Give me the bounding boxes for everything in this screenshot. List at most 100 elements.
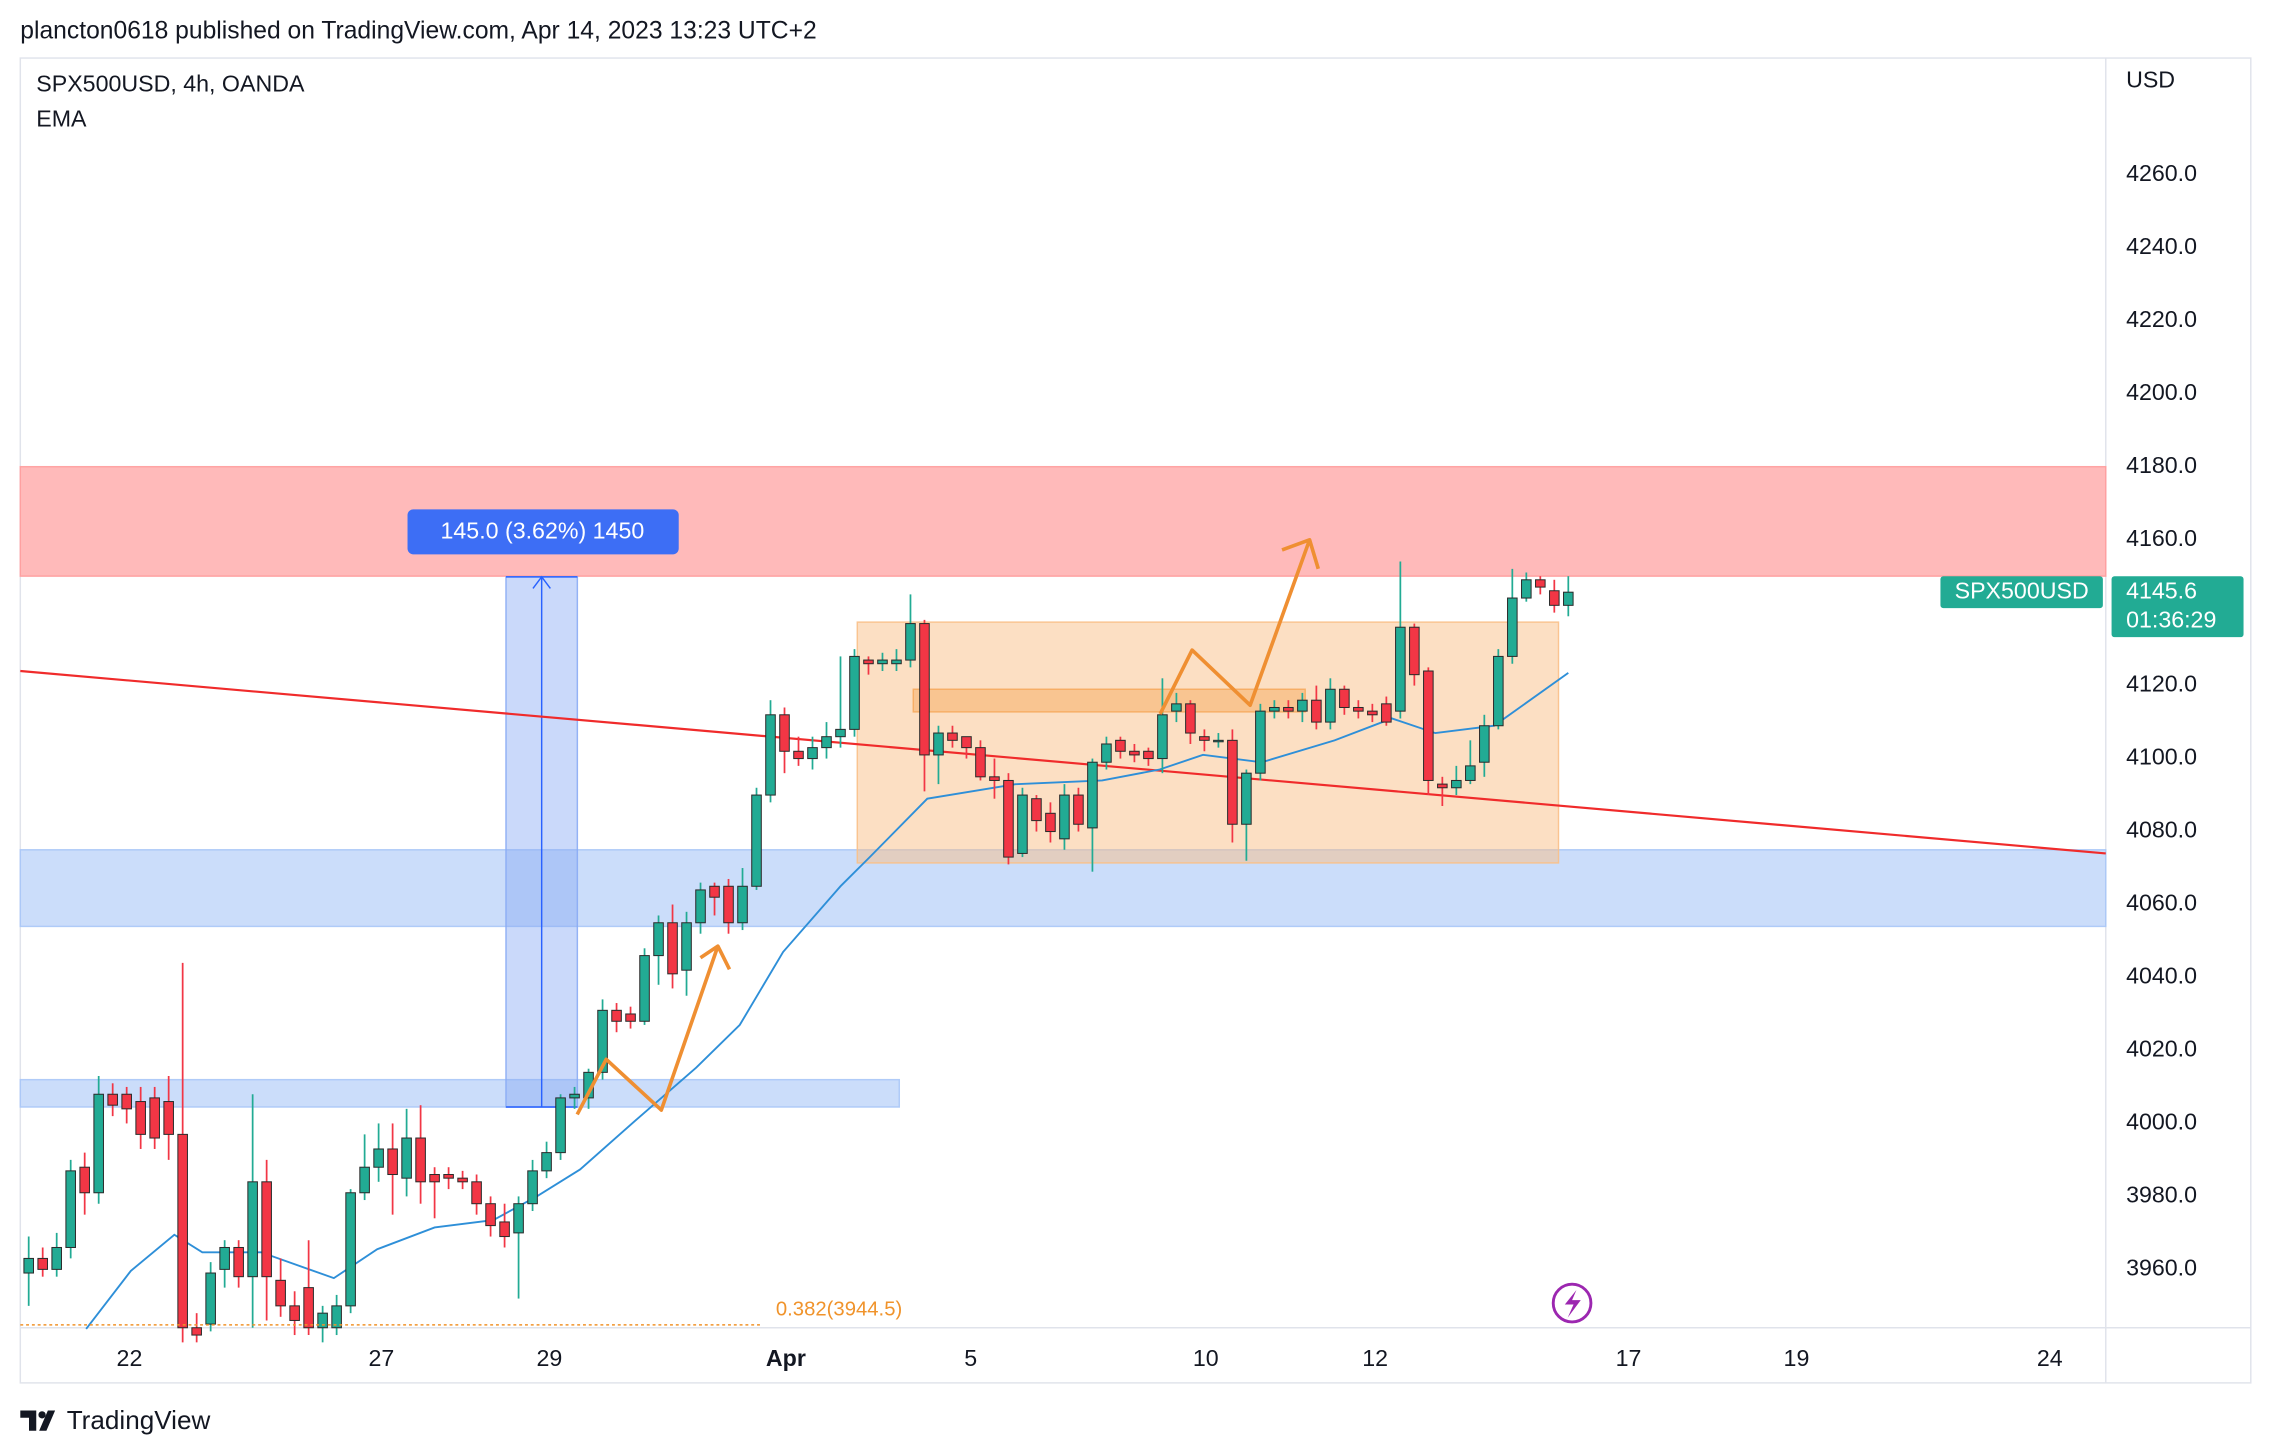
candle-body (933, 732, 944, 756)
measure-label: 145.0 (3.62%) 1450 (441, 518, 645, 544)
arrows (575, 537, 1321, 1116)
candle-body (877, 659, 888, 665)
x-tick-label: 17 (1616, 1345, 1642, 1371)
candle-body (765, 714, 776, 796)
candle-body (695, 889, 706, 924)
y-tick-label: 3960.0 (2126, 1254, 2197, 1280)
candle-body (1507, 597, 1518, 657)
candle-body (177, 1133, 188, 1329)
candle-body (989, 776, 1000, 781)
candle-body (555, 1097, 566, 1154)
candle-body (1367, 710, 1378, 716)
candle-body (457, 1177, 468, 1183)
candle-body (1465, 765, 1476, 781)
candle-body (163, 1101, 174, 1135)
last-price: 4145.6 (2126, 577, 2197, 603)
candle-body (849, 655, 860, 730)
candle-body (79, 1166, 90, 1194)
candle-body (919, 623, 930, 756)
candle-body (1017, 794, 1028, 854)
candle-body (121, 1093, 132, 1110)
candle-body (23, 1257, 34, 1274)
candle-body (65, 1170, 76, 1248)
candle-body (219, 1246, 230, 1270)
candle-body (1451, 779, 1462, 789)
candle-body (1269, 706, 1280, 712)
candle-body (1353, 706, 1364, 712)
x-tick-label: 5 (964, 1345, 977, 1371)
y-tick-label: 4240.0 (2126, 233, 2197, 259)
trendline (20, 669, 2106, 855)
y-tick-label: 4200.0 (2126, 379, 2197, 405)
event-icon[interactable] (1551, 1282, 1593, 1324)
candle-body (485, 1203, 496, 1227)
fib-label: 0.382(3944.5) (776, 1299, 902, 1321)
symbol-title: SPX500USD, 4h, OANDA (36, 71, 305, 97)
candle-body (499, 1221, 510, 1238)
candle-body (345, 1192, 356, 1307)
candle-body (331, 1305, 342, 1329)
candle-body (821, 736, 832, 749)
candle-body (1199, 736, 1210, 741)
x-tick-label: 12 (1362, 1345, 1388, 1371)
symbol-tag: SPX500USD (1955, 577, 2089, 603)
candle-body (975, 747, 986, 778)
countdown: 01:36:29 (2126, 606, 2216, 632)
candle-body (387, 1148, 398, 1176)
zone-resistance (19, 465, 2107, 577)
y-tick-label: 4080.0 (2126, 817, 2197, 843)
x-tick-label: 10 (1193, 1345, 1219, 1371)
candle-body (681, 922, 692, 971)
candle-body (625, 1013, 636, 1022)
candle-body (1185, 703, 1196, 734)
candle-body (1563, 591, 1574, 606)
candle-body (1143, 750, 1154, 760)
candle-body (135, 1101, 146, 1135)
candle-body (1101, 743, 1112, 763)
candle-body (793, 750, 804, 760)
candle-body (1213, 739, 1224, 743)
candle-body (247, 1181, 258, 1278)
plot (19, 465, 2107, 1343)
candle-body (359, 1166, 370, 1194)
candle-body (1437, 783, 1448, 789)
candle-body (1003, 779, 1014, 858)
candle-body (37, 1257, 48, 1270)
candle-body (429, 1174, 440, 1183)
candle-body (289, 1305, 300, 1321)
candle-body (737, 885, 748, 924)
event-bolt (1564, 1290, 1581, 1318)
candle-body (233, 1246, 244, 1278)
candle-body (751, 794, 762, 887)
y-tick-label: 4220.0 (2126, 306, 2197, 332)
candle-body (1129, 750, 1140, 756)
arrow-path (575, 945, 720, 1116)
y-tick-label: 4180.0 (2126, 452, 2197, 478)
candle-body (1325, 688, 1336, 723)
candle-body (891, 659, 902, 665)
candle-body (191, 1327, 202, 1336)
candle-body (373, 1148, 384, 1168)
candle-body (569, 1093, 580, 1099)
candle-body (779, 714, 790, 752)
candle-body (1087, 761, 1098, 829)
candle-body (415, 1137, 426, 1183)
candle-body (1381, 703, 1392, 723)
candle-body (1073, 794, 1084, 825)
candle-body (905, 623, 916, 661)
candle-body (1031, 798, 1042, 822)
x-tick-label: 29 (536, 1345, 562, 1371)
candle-body (1395, 626, 1406, 712)
candle-body (1059, 794, 1070, 840)
candle-body (639, 955, 650, 1022)
x-tick-label: Apr (766, 1345, 806, 1371)
candle-body (667, 922, 678, 975)
candle-body (611, 1009, 622, 1022)
y-tick-label: 4040.0 (2126, 963, 2197, 989)
x-tick-label: 19 (1784, 1345, 1810, 1371)
candle-body (93, 1093, 104, 1194)
candle-body (863, 659, 874, 665)
y-tick-label: 4120.0 (2126, 671, 2197, 697)
candle-body (1255, 710, 1266, 774)
candle-body (1157, 714, 1168, 760)
